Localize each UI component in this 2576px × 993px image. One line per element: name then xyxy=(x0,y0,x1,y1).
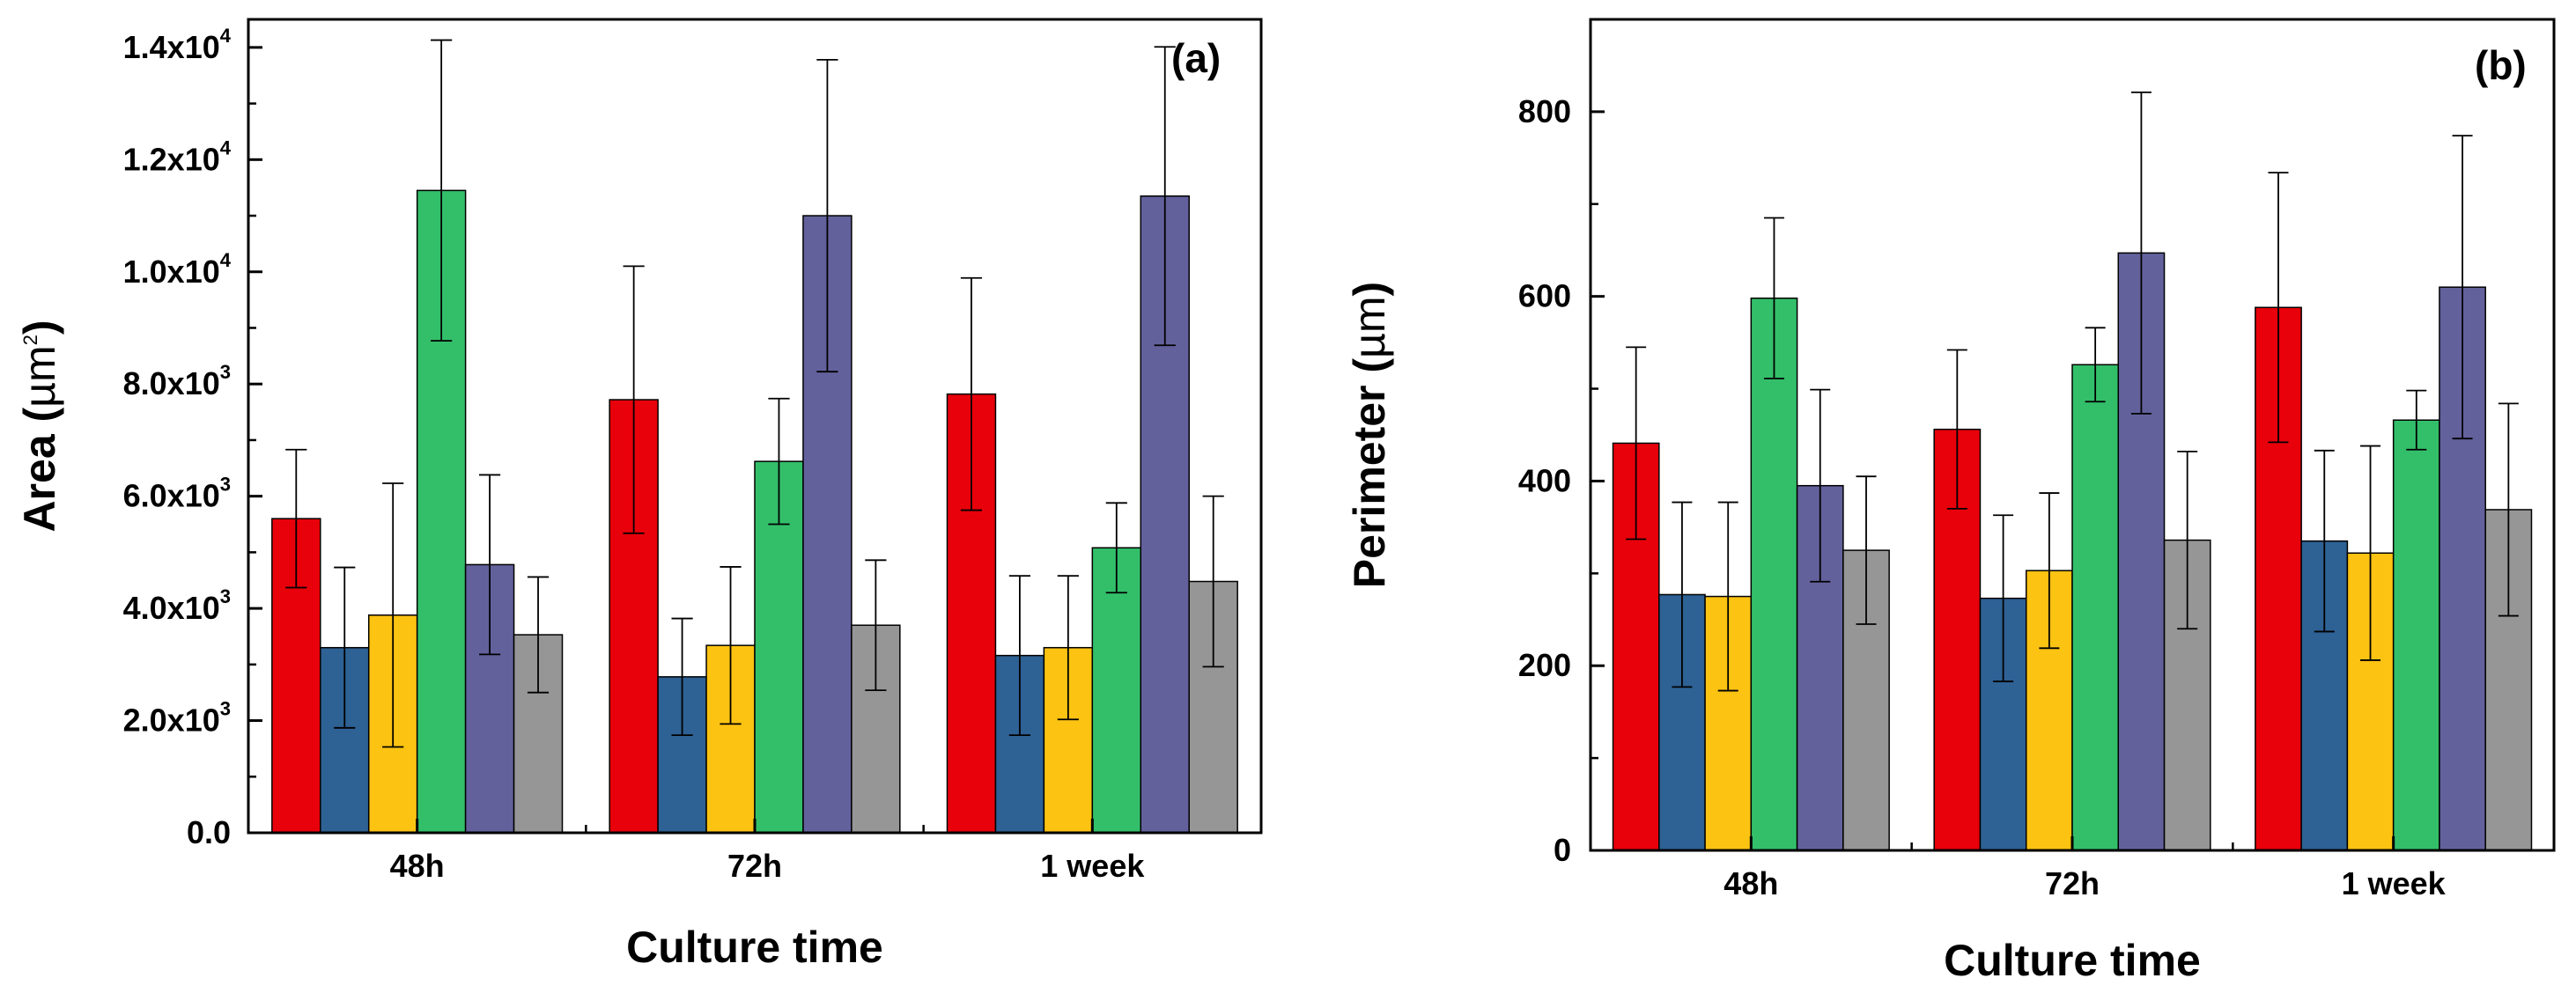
error-bar-72h-series-1 xyxy=(623,265,645,534)
error-bar-72h-series-2 xyxy=(671,617,693,737)
error-bar-1-week-series-4 xyxy=(2406,389,2427,451)
y-tick-label: 6.0x103 xyxy=(123,474,231,514)
y-tick-label: 0.0 xyxy=(187,814,231,850)
y-tick-label-exponent: 3 xyxy=(220,474,231,496)
y-tick-label-base: 6.0x10 xyxy=(123,478,220,514)
x-tick-label: 72h xyxy=(2045,865,2100,901)
y-tick-label: 1.0x104 xyxy=(123,249,232,290)
y-tick-label: 1.2x104 xyxy=(123,136,232,177)
x-tick-label: 1 week xyxy=(1040,848,1145,884)
error-bar-1-week-series-2 xyxy=(1008,575,1031,737)
y-axis-title-close: ) xyxy=(1345,282,1394,297)
error-bar-48h-series-5 xyxy=(478,474,501,656)
y-axis-title-exponent: 2 xyxy=(19,335,41,345)
error-bar-1-week-series-1 xyxy=(960,276,983,511)
x-tick-label: 48h xyxy=(390,848,445,884)
error-bar-48h-series-4 xyxy=(1763,217,1784,379)
y-tick-label-base: 1.2x10 xyxy=(123,141,220,177)
y-tick-label-exponent: 4 xyxy=(220,25,232,47)
error-bar-72h-series-4 xyxy=(2085,327,2106,403)
bar-1-week-series-6 xyxy=(2484,509,2533,851)
error-bar-48h-series-1 xyxy=(1626,346,1647,541)
y-tick-label-exponent: 3 xyxy=(220,361,231,383)
error-bar-1-week-series-5 xyxy=(1154,46,1176,347)
y-tick-label-base: 2.0x10 xyxy=(123,702,220,739)
error-bar-48h-series-3 xyxy=(1717,501,1738,692)
y-tick-label-exponent: 3 xyxy=(220,698,231,720)
error-bar-1-week-series-2 xyxy=(2314,449,2335,633)
y-tick-label-base: 400 xyxy=(1518,462,1571,498)
y-axis-title: Perimeter (µm) xyxy=(1345,282,1394,588)
error-bar-1-week-series-1 xyxy=(2268,172,2289,444)
y-tick-label: 4.0x103 xyxy=(123,585,231,626)
bar-48h-series-6 xyxy=(513,634,564,834)
error-bar-72h-series-5 xyxy=(2130,91,2152,415)
y-axis-title-unit: µm xyxy=(15,345,64,407)
x-axis-title: Culture time xyxy=(626,923,883,972)
error-bar-1-week-series-3 xyxy=(2360,445,2381,661)
y-tick-label: 600 xyxy=(1518,278,1571,314)
y-tick-label-base: 1.4x10 xyxy=(123,29,220,65)
error-bar-48h-series-2 xyxy=(1672,501,1693,688)
y-tick-label-base: 4.0x10 xyxy=(123,590,220,626)
x-tick-label: 1 week xyxy=(2342,865,2447,901)
error-bar-72h-series-3 xyxy=(720,566,742,725)
error-bar-72h-series-3 xyxy=(2039,492,2060,650)
panel-label: (a) xyxy=(1171,35,1221,81)
y-tick-label: 400 xyxy=(1518,462,1571,498)
error-bar-1-week-series-3 xyxy=(1057,575,1079,721)
error-bar-1-week-series-6 xyxy=(1202,495,1224,668)
y-tick-label-base: 800 xyxy=(1518,93,1571,129)
y-tick-label-exponent: 4 xyxy=(220,249,232,271)
error-bar-72h-series-4 xyxy=(768,397,790,526)
chart-panel-b: 0 200 400 600 800 48h 72h 1 week Culture time Per… xyxy=(1345,18,2556,985)
y-tick-label: 800 xyxy=(1518,93,1571,129)
x-tick-label: 72h xyxy=(727,848,782,884)
bar-72h-series-4 xyxy=(2071,364,2120,851)
chart-panel-a: 0.02.0x1034.0x1036.0x1038.0x1031.0x1041.… xyxy=(15,18,1263,972)
error-bar-72h-series-6 xyxy=(2177,450,2198,630)
error-bar-1-week-series-5 xyxy=(2452,135,2473,440)
y-tick-label: 0 xyxy=(1554,832,1571,868)
y-tick-label-exponent: 4 xyxy=(220,136,232,158)
y-axis-title: Area (µm2) xyxy=(15,320,64,532)
error-bar-1-week-series-6 xyxy=(2498,402,2519,617)
error-bar-48h-series-4 xyxy=(431,39,453,342)
bar-1-week-series-4 xyxy=(2392,419,2440,851)
error-bar-72h-series-2 xyxy=(1993,514,2014,682)
error-bar-48h-series-5 xyxy=(1810,388,1831,583)
y-axis-title-text: Perimeter ( xyxy=(1345,358,1394,589)
x-axis-title: Culture time xyxy=(1944,936,2201,985)
y-tick-label-base: 0 xyxy=(1554,832,1571,868)
error-bar-72h-series-1 xyxy=(1946,349,1967,510)
error-bar-72h-series-5 xyxy=(816,58,838,373)
y-tick-label: 8.0x103 xyxy=(123,361,231,401)
error-bar-48h-series-6 xyxy=(527,576,550,694)
bar-48h-series-4 xyxy=(1750,298,1798,851)
error-bar-1-week-series-4 xyxy=(1105,502,1127,594)
y-axis-title-close: ) xyxy=(15,320,64,335)
y-tick-label: 1.4x104 xyxy=(123,25,232,65)
panel-label: (b) xyxy=(2475,42,2527,88)
y-tick-label: 2.0x103 xyxy=(123,698,231,739)
y-tick-label-base: 8.0x10 xyxy=(123,365,220,401)
y-tick-label-base: 600 xyxy=(1518,278,1571,314)
y-tick-label: 200 xyxy=(1518,647,1571,683)
y-tick-label-base: 1.0x10 xyxy=(123,254,220,290)
x-tick-label: 48h xyxy=(1723,865,1778,901)
y-tick-label-base: 0.0 xyxy=(187,814,231,850)
error-bar-48h-series-1 xyxy=(285,448,307,589)
y-tick-label-base: 200 xyxy=(1518,647,1571,683)
y-axis-title-text: Area ( xyxy=(15,407,64,532)
y-axis-title-unit: µm xyxy=(1345,296,1394,357)
error-bar-48h-series-3 xyxy=(382,482,404,748)
error-bar-48h-series-2 xyxy=(334,566,356,729)
error-bar-48h-series-6 xyxy=(1856,475,1877,625)
error-bar-72h-series-6 xyxy=(865,559,887,692)
y-tick-label-exponent: 3 xyxy=(220,585,231,607)
